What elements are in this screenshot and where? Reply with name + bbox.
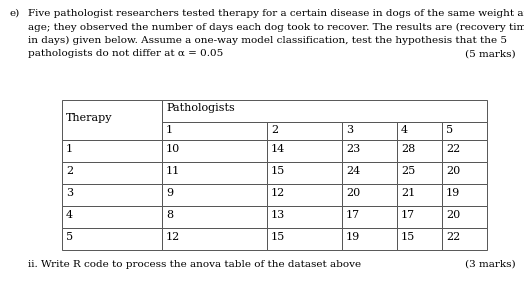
Text: 10: 10 — [166, 144, 180, 154]
Bar — [162, 140, 267, 162]
Text: 15: 15 — [271, 166, 285, 176]
Text: 24: 24 — [346, 166, 361, 176]
Bar — [442, 122, 487, 140]
Text: 22: 22 — [446, 232, 460, 242]
Bar — [442, 184, 487, 206]
Bar — [342, 162, 397, 184]
Bar — [397, 140, 442, 162]
Text: in days) given below. Assume a one-way model classification, test the hypothesis: in days) given below. Assume a one-way m… — [28, 36, 507, 45]
Bar — [267, 162, 342, 184]
Bar — [342, 122, 397, 140]
Bar — [397, 228, 442, 250]
Bar — [397, 162, 442, 184]
Text: 3: 3 — [346, 125, 353, 135]
Text: 3: 3 — [66, 188, 73, 198]
Text: Five pathologist researchers tested therapy for a certain disease in dogs of the: Five pathologist researchers tested ther… — [28, 9, 524, 18]
Text: 20: 20 — [446, 210, 460, 220]
Text: 2: 2 — [66, 166, 73, 176]
Bar — [397, 122, 442, 140]
Text: (5 marks): (5 marks) — [465, 49, 516, 58]
Bar — [267, 122, 342, 140]
Bar — [342, 228, 397, 250]
Text: 22: 22 — [446, 144, 460, 154]
Text: Pathologists: Pathologists — [166, 103, 235, 113]
Bar — [342, 206, 397, 228]
Bar — [397, 206, 442, 228]
Text: 12: 12 — [271, 188, 285, 198]
Bar — [62, 162, 162, 184]
Bar — [442, 228, 487, 250]
Bar — [162, 184, 267, 206]
Bar — [62, 206, 162, 228]
Text: pathologists do not differ at α = 0.05: pathologists do not differ at α = 0.05 — [28, 49, 223, 58]
Text: 28: 28 — [401, 144, 415, 154]
Text: 4: 4 — [401, 125, 408, 135]
Text: 5: 5 — [446, 125, 453, 135]
Bar — [62, 184, 162, 206]
Text: 4: 4 — [66, 210, 73, 220]
Bar — [267, 228, 342, 250]
Bar — [442, 206, 487, 228]
Bar — [267, 184, 342, 206]
Bar — [342, 184, 397, 206]
Bar — [442, 140, 487, 162]
Bar — [162, 228, 267, 250]
Bar — [397, 184, 442, 206]
Text: 19: 19 — [346, 232, 361, 242]
Text: 9: 9 — [166, 188, 173, 198]
Text: 25: 25 — [401, 166, 415, 176]
Text: 23: 23 — [346, 144, 361, 154]
Text: 11: 11 — [166, 166, 180, 176]
Text: 17: 17 — [346, 210, 360, 220]
Text: (3 marks): (3 marks) — [465, 260, 516, 269]
Text: 5: 5 — [66, 232, 73, 242]
Text: 2: 2 — [271, 125, 278, 135]
Bar — [162, 100, 487, 122]
Bar — [162, 206, 267, 228]
Bar — [62, 140, 162, 162]
Text: ii. Write R code to process the anova table of the dataset above: ii. Write R code to process the anova ta… — [28, 260, 361, 269]
Text: 1: 1 — [66, 144, 73, 154]
Bar — [267, 140, 342, 162]
Text: 20: 20 — [446, 166, 460, 176]
Text: 14: 14 — [271, 144, 285, 154]
Text: 20: 20 — [346, 188, 361, 198]
Bar — [62, 100, 162, 140]
Text: 13: 13 — [271, 210, 285, 220]
Text: 17: 17 — [401, 210, 415, 220]
Bar — [267, 206, 342, 228]
Text: e): e) — [10, 9, 20, 18]
Text: 1: 1 — [166, 125, 173, 135]
Text: 19: 19 — [446, 188, 460, 198]
Text: 15: 15 — [401, 232, 415, 242]
Bar — [162, 162, 267, 184]
Bar — [62, 228, 162, 250]
Text: 15: 15 — [271, 232, 285, 242]
Text: age; they observed the number of days each dog took to recover. The results are : age; they observed the number of days ea… — [28, 23, 524, 32]
Bar — [442, 162, 487, 184]
Text: 21: 21 — [401, 188, 415, 198]
Text: 8: 8 — [166, 210, 173, 220]
Text: Therapy: Therapy — [66, 113, 113, 123]
Bar — [162, 122, 267, 140]
Text: 12: 12 — [166, 232, 180, 242]
Bar — [342, 140, 397, 162]
